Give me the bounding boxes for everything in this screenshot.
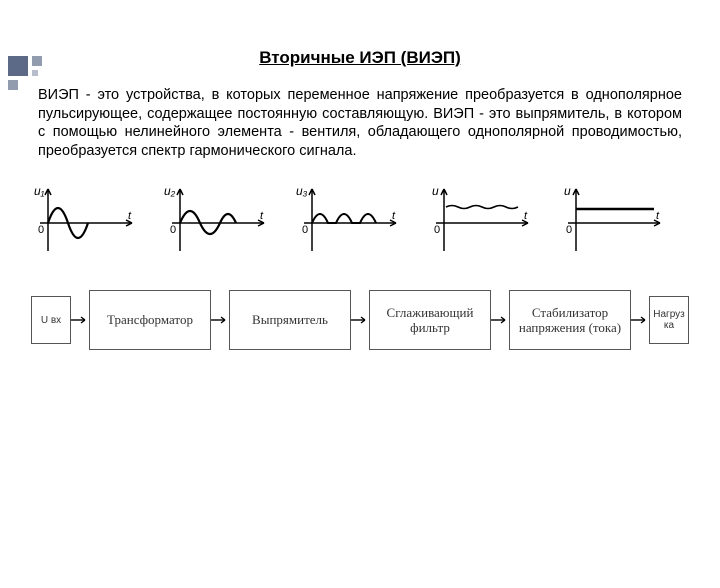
svg-text:u₃: u₃ xyxy=(296,184,308,198)
svg-text:u: u xyxy=(564,184,571,198)
svg-text:0: 0 xyxy=(566,224,572,236)
svg-text:0: 0 xyxy=(38,224,44,236)
waveform-sine-full: u₁ t 0 xyxy=(30,183,162,259)
svg-text:t: t xyxy=(524,210,528,222)
arrow-icon xyxy=(491,310,509,330)
flow-filter: Сглаживающий фильтр xyxy=(369,290,491,350)
flow-stabilizer: Стабилизатор напряжения (тока) xyxy=(509,290,631,350)
svg-text:t: t xyxy=(392,210,396,222)
arrow-icon xyxy=(351,310,369,330)
svg-text:t: t xyxy=(260,210,264,222)
waveform-ripple: u t 0 xyxy=(426,183,558,259)
arrow-icon xyxy=(631,310,649,330)
svg-text:u₂: u₂ xyxy=(164,184,176,198)
flow-input: U вх xyxy=(31,296,71,344)
arrow-icon xyxy=(71,310,89,330)
page-title: Вторичные ИЭП (ВИЭП) xyxy=(0,48,720,68)
waveform-half-rect: u₃ t 0 xyxy=(294,183,426,259)
svg-text:0: 0 xyxy=(434,224,440,236)
svg-text:u₁: u₁ xyxy=(34,184,45,198)
svg-text:0: 0 xyxy=(170,224,176,236)
svg-text:t: t xyxy=(656,210,660,222)
flow-load: Нагруз ка xyxy=(649,296,689,344)
svg-text:t: t xyxy=(128,210,132,222)
block-diagram: U вх Трансформатор Выпрямитель Сглаживаю… xyxy=(0,290,720,350)
body-paragraph: ВИЭП - это устройства, в которых перемен… xyxy=(38,86,682,160)
svg-text:u: u xyxy=(432,184,439,198)
signal-waveform-row: u₁ t 0 u₂ t 0 u₃ t 0 xyxy=(30,180,690,262)
svg-text:0: 0 xyxy=(302,224,308,236)
arrow-icon xyxy=(211,310,229,330)
waveform-dc: u t 0 xyxy=(558,183,690,259)
flow-rectifier: Выпрямитель xyxy=(229,290,351,350)
flow-transformer: Трансформатор xyxy=(89,290,211,350)
waveform-sine-distorted: u₂ t 0 xyxy=(162,183,294,259)
